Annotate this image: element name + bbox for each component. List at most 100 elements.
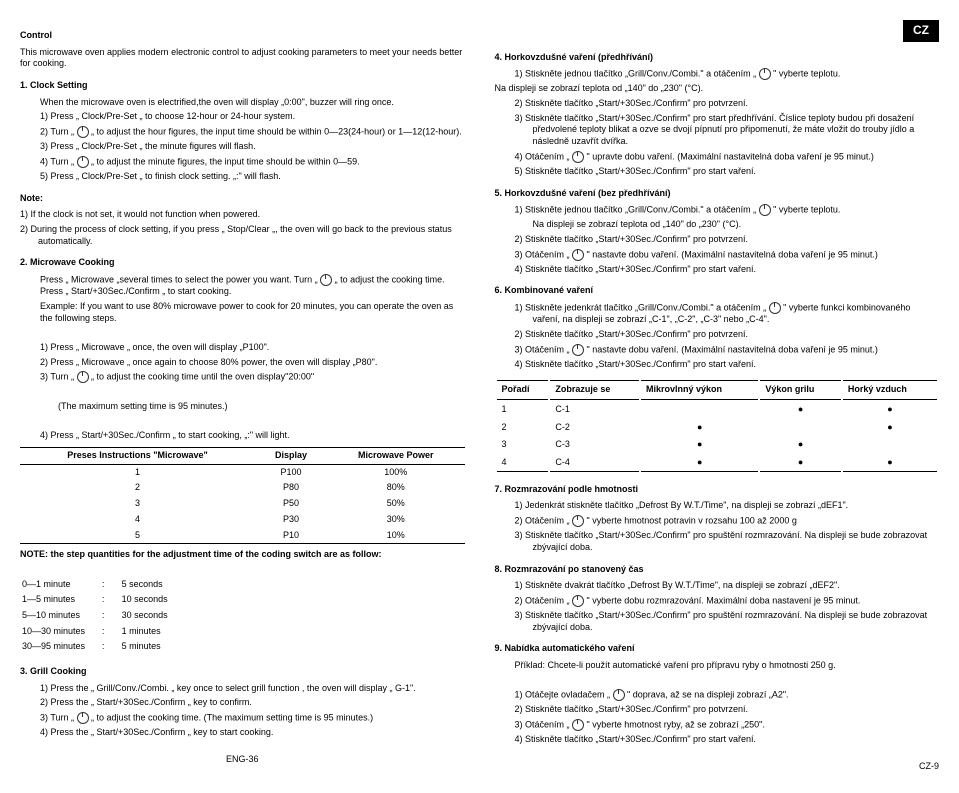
dial-icon bbox=[613, 689, 625, 701]
td: C-4 bbox=[550, 455, 639, 472]
s4-step: 1) Stiskněte jednou tlačítko „Grill/Conv… bbox=[515, 68, 940, 80]
s5-title: 5. Horkovzdušné vaření (bez předhřívání) bbox=[495, 188, 940, 200]
s1-step: 2) Turn „ „ to adjust the hour figures, … bbox=[40, 126, 465, 138]
note-line: 2) During the process of clock setting, … bbox=[20, 224, 465, 247]
td: : bbox=[102, 609, 120, 623]
dial-icon bbox=[572, 249, 584, 261]
s9-intro: Příklad: Chcete-li použít automatické va… bbox=[515, 660, 940, 672]
s1-title: 1. Clock Setting bbox=[20, 80, 465, 92]
dial-icon bbox=[320, 274, 332, 286]
td: 3 bbox=[20, 496, 255, 512]
s7-step: 1) Jedenkrát stiskněte tlačítko „Defrost… bbox=[515, 500, 940, 512]
td: ● bbox=[641, 437, 758, 453]
s3-step: 3) Turn „ „ to adjust the cooking time. … bbox=[40, 712, 465, 724]
s1-intro: When the microwave oven is electrified,t… bbox=[40, 97, 465, 109]
left-column: Control This microwave oven applies mode… bbox=[20, 20, 465, 773]
td: 1—5 minutes bbox=[22, 593, 100, 607]
s2-line: Press „ Microwave „several times to sele… bbox=[40, 274, 465, 298]
td: 30 seconds bbox=[122, 609, 183, 623]
th: Zobrazuje se bbox=[550, 380, 639, 400]
s1-step: 1) Press „ Clock/Pre-Set „ to choose 12-… bbox=[40, 111, 465, 123]
dial-icon bbox=[572, 719, 584, 731]
td: : bbox=[102, 625, 120, 639]
td: 100% bbox=[327, 464, 464, 480]
td: 80% bbox=[327, 480, 464, 496]
dial-icon bbox=[572, 344, 584, 356]
s2-max: (The maximum setting time is 95 minutes.… bbox=[40, 401, 465, 413]
s8-title: 8. Rozmrazování po stanovený čas bbox=[495, 564, 940, 576]
th: Preses Instructions "Microwave" bbox=[20, 448, 255, 465]
note-line: 1) If the clock is not set, it would not… bbox=[20, 209, 465, 221]
s8-step: 1) Stiskněte dvakrát tlačítko „Defrost B… bbox=[515, 580, 940, 592]
td: 1 minutes bbox=[122, 625, 183, 639]
s5-step: 3) Otáčením „ " nastavte dobu vaření. (M… bbox=[515, 249, 940, 261]
td: C-3 bbox=[550, 437, 639, 453]
td: ● bbox=[641, 455, 758, 472]
td: 2 bbox=[497, 420, 549, 436]
s6-step: 2) Stiskněte tlačítko „Start/+30Sec./Con… bbox=[515, 329, 940, 341]
dial-icon bbox=[572, 515, 584, 527]
combo-table: Pořadí Zobrazuje se Mikrovlnný výkon Výk… bbox=[495, 378, 940, 473]
td: 5—10 minutes bbox=[22, 609, 100, 623]
s2-step: 1) Press „ Microwave „ once, the oven wi… bbox=[40, 342, 465, 354]
td: C-1 bbox=[550, 402, 639, 418]
td: 4 bbox=[20, 512, 255, 528]
td: C-2 bbox=[550, 420, 639, 436]
td: : bbox=[102, 578, 120, 592]
td: 1 bbox=[20, 464, 255, 480]
s7-title: 7. Rozmrazování podle hmotnosti bbox=[495, 484, 940, 496]
td: P50 bbox=[255, 496, 327, 512]
s6-step: 4) Stiskněte tlačítko „Start/+30Sec./Con… bbox=[515, 359, 940, 371]
td: ● bbox=[641, 420, 758, 436]
s1-step: 5) Press „ Clock/Pre-Set „ to finish clo… bbox=[40, 171, 465, 183]
td: 1 bbox=[497, 402, 549, 418]
td: 10% bbox=[327, 528, 464, 544]
dial-icon bbox=[77, 156, 89, 168]
dial-icon bbox=[759, 68, 771, 80]
s9-title: 9. Nabídka automatického vaření bbox=[495, 643, 940, 655]
control-intro: This microwave oven applies modern elect… bbox=[20, 47, 465, 70]
footer-left: ENG-36 bbox=[20, 754, 465, 766]
s2-line: Example: If you want to use 80% microwav… bbox=[40, 301, 465, 324]
td: 5 bbox=[20, 528, 255, 544]
s4-disp: Na displeji se zobrazí teplota od „140" … bbox=[495, 83, 940, 95]
s8-step: 2) Otáčením „ " vyberte dobu rozmrazován… bbox=[515, 595, 940, 607]
s6-step: 3) Otáčením „ " nastavte dobu vaření. (M… bbox=[515, 344, 940, 356]
s4-step: 5) Stiskněte tlačítko „Start/+30Sec./Con… bbox=[515, 166, 940, 178]
dial-icon bbox=[77, 712, 89, 724]
s1-step: 4) Turn „ „ to adjust the minute figures… bbox=[40, 156, 465, 168]
td: 3 bbox=[497, 437, 549, 453]
dial-icon bbox=[572, 151, 584, 163]
s7-step: 2) Otáčením „ " vyberte hmotnost potravi… bbox=[515, 515, 940, 527]
s4-step: 3) Stiskněte tlačítko „Start/+30Sec./Con… bbox=[515, 113, 940, 148]
td: 30% bbox=[327, 512, 464, 528]
td: ● bbox=[843, 420, 937, 436]
s6-step: 1) Stiskněte jedenkrát tlačítko „Grill/C… bbox=[515, 302, 940, 326]
th: Horký vzduch bbox=[843, 380, 937, 400]
s6-title: 6. Kombinované vaření bbox=[495, 285, 940, 297]
dial-icon bbox=[77, 371, 89, 383]
step-table: 0—1 minute:5 seconds1—5 minutes:10 secon… bbox=[20, 576, 185, 656]
th: Mikrovlnný výkon bbox=[641, 380, 758, 400]
s1-step: 3) Press „ Clock/Pre-Set „ the minute fi… bbox=[40, 141, 465, 153]
dial-icon bbox=[77, 126, 89, 138]
td: : bbox=[102, 593, 120, 607]
s5-step: 1) Stiskněte jednou tlačítko „Grill/Conv… bbox=[515, 204, 940, 216]
s9-step: 3) Otáčením „ " vyberte hmotnost ryby, a… bbox=[515, 719, 940, 731]
cz-badge: CZ bbox=[903, 20, 939, 42]
s8-step: 3) Stiskněte tlačítko „Start/+30Sec./Con… bbox=[515, 610, 940, 633]
s2-title: 2. Microwave Cooking bbox=[20, 257, 465, 269]
td: ● bbox=[760, 437, 840, 453]
td: 4 bbox=[497, 455, 549, 472]
th: Microwave Power bbox=[327, 448, 464, 465]
td: ● bbox=[843, 402, 937, 418]
td bbox=[843, 437, 937, 453]
td: P10 bbox=[255, 528, 327, 544]
s3-step: 2) Press the „ Start/+30Sec./Confirm „ k… bbox=[40, 697, 465, 709]
td: 2 bbox=[20, 480, 255, 496]
dial-icon bbox=[572, 595, 584, 607]
td: ● bbox=[760, 402, 840, 418]
td bbox=[641, 402, 758, 418]
s2-step: 4) Press „ Start/+30Sec./Confirm „ to st… bbox=[40, 430, 465, 442]
td: 5 minutes bbox=[122, 640, 183, 654]
